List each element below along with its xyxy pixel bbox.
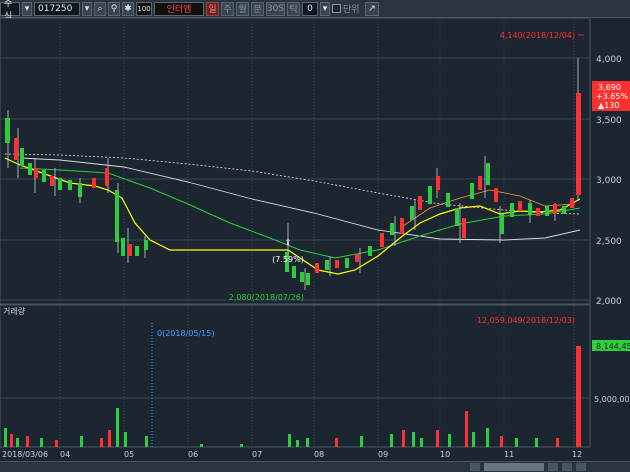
x-axis-label: 06: [188, 450, 198, 459]
zoom-out-button[interactable]: [562, 463, 572, 471]
chevron-down-icon: ▾: [322, 3, 328, 14]
volume-tick-label: 5,000,000: [594, 395, 630, 404]
price-panel: [0, 18, 591, 305]
volume-bars: [4, 346, 581, 447]
scroll-right-button[interactable]: [576, 463, 586, 471]
volume-max-annotation: 12,059,049(2018/12/03): [477, 316, 575, 325]
price-low-annotation: 2,080(2018/07/26): [229, 293, 304, 302]
search-button[interactable]: ⌕: [94, 1, 106, 16]
chevron-down-icon: ▾: [24, 3, 30, 14]
price-tick-label: 2,500: [596, 237, 622, 247]
chart-tool-button[interactable]: ↗: [365, 1, 379, 16]
current-price-change-pct: +3.65%: [596, 92, 629, 101]
minute-interval-select[interactable]: 30S: [266, 1, 285, 16]
market-category-select[interactable]: 주식: [0, 0, 20, 22]
x-axis-label: 2018/03/06: [2, 450, 48, 459]
stock-code-input[interactable]: 017250: [34, 1, 80, 16]
zoom-button[interactable]: ⚲: [108, 1, 120, 16]
unit-badge: 100: [136, 1, 152, 16]
chart-icon: ↗: [368, 3, 376, 14]
gear-icon: ✱: [124, 3, 132, 14]
scroll-left-button[interactable]: [470, 463, 480, 471]
period-month-tab[interactable]: 월: [236, 1, 249, 16]
period-minute-tab[interactable]: 분: [251, 1, 264, 16]
ma-long-line: [19, 157, 581, 241]
ma-mid-line: [19, 167, 581, 259]
arrow-up-icon: ⇧: [285, 238, 292, 247]
settings-button[interactable]: ✱: [122, 1, 134, 16]
x-axis-label: 04: [60, 450, 70, 459]
volume-panel: [0, 304, 591, 448]
price-change-marker: (7.59%): [272, 255, 304, 264]
x-axis-label: 11: [504, 450, 514, 459]
volume-panel-title: 거래량: [3, 306, 26, 316]
stock-chart: 4,000 3,500 3,000 2,500 2,000: [0, 18, 630, 461]
current-price-value: 3,690: [598, 83, 621, 92]
current-volume-box: 8,144,45: [592, 340, 630, 351]
x-axis-label: 07: [252, 450, 262, 459]
current-price-change-abs: ▲130: [598, 101, 619, 110]
current-volume-value: 8,144,45: [596, 342, 630, 351]
price-high-annotation: 4,140(2018/12/04): [500, 31, 575, 40]
x-axis-label: 10: [440, 450, 450, 459]
x-axis-label: 05: [124, 450, 134, 459]
period-day-tab[interactable]: 일: [206, 1, 219, 16]
search-icon: ⌕: [97, 3, 103, 14]
code-dropdown-button[interactable]: ▾: [82, 1, 92, 16]
ma-short-line: [4, 157, 581, 275]
x-axis-label: 08: [314, 450, 324, 459]
count-dropdown-button[interactable]: ▾: [320, 1, 330, 16]
category-dropdown-button[interactable]: ▾: [22, 1, 32, 16]
price-candles: [5, 58, 581, 290]
volume-zero-annotation: 0(2018/05/15): [157, 329, 214, 338]
chart-toolbar: 주식 ▾ 017250 ▾ ⌕ ⚲ ✱ 100 인터엠 일 주 월 분 30S …: [0, 0, 630, 22]
month-grid: [59, 18, 575, 447]
price-tick-label: 4,000: [596, 55, 622, 65]
x-axis-label: 12: [572, 450, 582, 459]
stock-name-field: 인터엠: [154, 1, 204, 16]
scroll-thumb[interactable]: [484, 463, 544, 471]
price-tick-label: 3,500: [596, 116, 622, 126]
count-input[interactable]: 0: [302, 1, 318, 16]
price-tick-label: 2,000: [596, 297, 622, 307]
chart-scrollbar[interactable]: [0, 461, 630, 472]
period-week-tab[interactable]: 주: [221, 1, 234, 16]
current-price-box: 3,690 +3.65% ▲130: [592, 81, 630, 111]
x-axis-label: 09: [378, 450, 388, 459]
unit-checkbox-label: 단위: [343, 5, 360, 15]
magnifier-icon: ⚲: [110, 3, 118, 14]
tick-tab[interactable]: 틱: [287, 1, 300, 16]
zoom-in-button[interactable]: [548, 463, 558, 471]
unit-checkbox[interactable]: [332, 4, 341, 13]
chevron-down-icon: ▾: [84, 3, 90, 14]
price-tick-label: 3,000: [596, 176, 622, 186]
